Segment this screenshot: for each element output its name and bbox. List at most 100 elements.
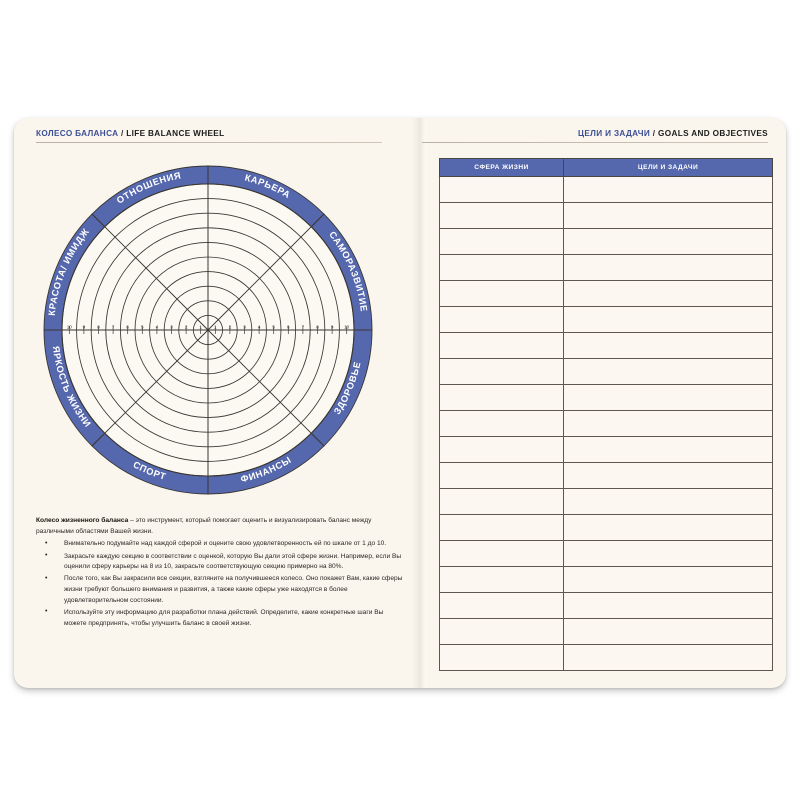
scale-number: 5: [141, 325, 144, 330]
scale-number: 9: [331, 325, 334, 330]
cell-goals[interactable]: [563, 540, 773, 567]
right-title-ru: ЦЕЛИ И ЗАДАЧИ: [577, 129, 651, 138]
cell-sphere[interactable]: [439, 384, 564, 411]
table-row[interactable]: [439, 540, 773, 567]
table-row[interactable]: [439, 618, 773, 645]
cell-goals[interactable]: [563, 618, 773, 645]
cell-goals[interactable]: [563, 228, 773, 255]
wheel-spoke: [207, 213, 325, 331]
table-row[interactable]: [439, 514, 773, 541]
cell-goals[interactable]: [563, 280, 773, 307]
goals-table-body[interactable]: [439, 176, 773, 671]
goals-table-head: СФЕРА ЖИЗНИ ЦЕЛИ И ЗАДАЧИ: [439, 158, 773, 177]
table-row[interactable]: [439, 306, 773, 333]
scale-number: 4: [258, 325, 261, 330]
table-row[interactable]: [439, 176, 773, 203]
cell-sphere[interactable]: [439, 618, 564, 645]
cell-sphere[interactable]: [439, 566, 564, 593]
instruction-text: После того, как Вы закрасили все секции,…: [64, 575, 403, 604]
bullet-icon: •: [45, 574, 48, 582]
scale-number: 6: [287, 325, 290, 330]
instruction-item: • После того, как Вы закрасили все секции…: [36, 574, 404, 606]
cell-sphere[interactable]: [439, 592, 564, 619]
cell-goals[interactable]: [563, 254, 773, 281]
cell-sphere[interactable]: [439, 176, 564, 203]
left-title-ru: КОЛЕСО БАЛАНСА: [36, 129, 119, 138]
cell-sphere[interactable]: [439, 462, 564, 489]
cell-goals[interactable]: [563, 202, 773, 229]
page-gutter-shadow: [412, 118, 428, 688]
cell-sphere[interactable]: [439, 358, 564, 385]
table-row[interactable]: [439, 254, 773, 281]
right-title-rule: [422, 142, 768, 143]
instruction-text: Закрасьте каждую секцию в соответствии с…: [64, 552, 402, 571]
cell-goals[interactable]: [563, 514, 773, 541]
table-row[interactable]: [439, 592, 773, 619]
table-row[interactable]: [439, 488, 773, 515]
instruction-text: Используйте эту информацию для разработк…: [64, 608, 384, 627]
cell-sphere[interactable]: [439, 540, 564, 567]
table-row[interactable]: [439, 436, 773, 463]
cell-sphere[interactable]: [439, 410, 564, 437]
scale-number: 7: [112, 325, 115, 330]
bullet-icon: •: [45, 539, 48, 547]
scale-number: 10: [67, 325, 73, 330]
scale-number: 3: [170, 325, 173, 330]
cell-sphere[interactable]: [439, 254, 564, 281]
cell-sphere[interactable]: [439, 280, 564, 307]
table-row[interactable]: [439, 566, 773, 593]
table-row[interactable]: [439, 228, 773, 255]
table-row[interactable]: [439, 410, 773, 437]
scale-number: 7: [302, 325, 305, 330]
cell-goals[interactable]: [563, 566, 773, 593]
cell-goals[interactable]: [563, 488, 773, 515]
cell-goals[interactable]: [563, 436, 773, 463]
cell-goals[interactable]: [563, 176, 773, 203]
cell-goals[interactable]: [563, 332, 773, 359]
wheel-spoke: [91, 329, 209, 447]
cell-sphere[interactable]: [439, 488, 564, 515]
column-header-sphere: СФЕРА ЖИЗНИ: [439, 158, 564, 177]
cell-goals[interactable]: [563, 306, 773, 333]
bullet-icon: •: [45, 608, 48, 616]
goals-and-objectives-table[interactable]: СФЕРА ЖИЗНИ ЦЕЛИ И ЗАДАЧИ: [439, 158, 773, 671]
table-row[interactable]: [439, 280, 773, 307]
wheel-svg[interactable]: 10 9 8 7 6 5 4 3 2 1 1 2 3 4 5 6 7 8 9 10 КАРЬЕРАСАМОРАЗВИТ…: [28, 150, 388, 510]
scale-number: 2: [229, 325, 232, 330]
cell-sphere[interactable]: [439, 436, 564, 463]
cell-goals[interactable]: [563, 592, 773, 619]
instructions-lead-bold: Колесо жизненного баланса: [36, 517, 129, 524]
instructions-list: • Внимательно подумайте над каждой сферой…: [36, 539, 404, 629]
life-balance-wheel[interactable]: 10 9 8 7 6 5 4 3 2 1 1 2 3 4 5 6 7 8 9 10 КАРЬЕРА САМОРАЗВИТ…: [28, 150, 388, 510]
table-row[interactable]: [439, 384, 773, 411]
cell-sphere[interactable]: [439, 228, 564, 255]
cell-sphere[interactable]: [439, 644, 564, 671]
scale-number: 8: [316, 325, 319, 330]
table-row[interactable]: [439, 332, 773, 359]
cell-goals[interactable]: [563, 358, 773, 385]
scale-number: 1: [199, 325, 202, 330]
table-row[interactable]: [439, 462, 773, 489]
cell-sphere[interactable]: [439, 332, 564, 359]
left-page-title: КОЛЕСО БАЛАНСА / LIFE BALANCE WHEEL: [36, 129, 224, 138]
table-row[interactable]: [439, 644, 773, 671]
cell-sphere[interactable]: [439, 514, 564, 541]
left-title-separator: /: [118, 129, 127, 138]
cell-sphere[interactable]: [439, 202, 564, 229]
cell-goals[interactable]: [563, 462, 773, 489]
scale-number: 10: [344, 325, 350, 330]
scale-number: 5: [272, 325, 275, 330]
table-row[interactable]: [439, 202, 773, 229]
table-row[interactable]: [439, 358, 773, 385]
cell-goals[interactable]: [563, 384, 773, 411]
right-title-separator: /: [650, 129, 659, 138]
scale-number: 4: [156, 325, 159, 330]
instructions-block: Колесо жизненного баланса – это инструме…: [36, 516, 404, 631]
cell-goals[interactable]: [563, 410, 773, 437]
column-header-goals: ЦЕЛИ И ЗАДАЧИ: [563, 158, 773, 177]
cell-sphere[interactable]: [439, 306, 564, 333]
cell-goals[interactable]: [563, 644, 773, 671]
scale-number: 6: [126, 325, 129, 330]
goals-table-header-row: СФЕРА ЖИЗНИ ЦЕЛИ И ЗАДАЧИ: [439, 158, 773, 177]
left-title-rule: [36, 142, 382, 143]
